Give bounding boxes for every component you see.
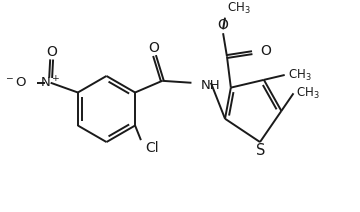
Text: CH$_3$: CH$_3$ [296, 86, 320, 101]
Text: NH: NH [201, 79, 221, 92]
Text: O: O [218, 18, 229, 32]
Text: O: O [260, 44, 271, 58]
Text: O: O [46, 45, 57, 59]
Text: S: S [256, 143, 266, 158]
Text: CH$_3$: CH$_3$ [288, 67, 311, 82]
Text: O: O [148, 41, 159, 55]
Text: CH$_3$: CH$_3$ [227, 0, 251, 15]
Text: Cl: Cl [145, 141, 158, 155]
Text: N$^+$: N$^+$ [40, 75, 61, 91]
Text: $^-$O: $^-$O [4, 76, 27, 89]
